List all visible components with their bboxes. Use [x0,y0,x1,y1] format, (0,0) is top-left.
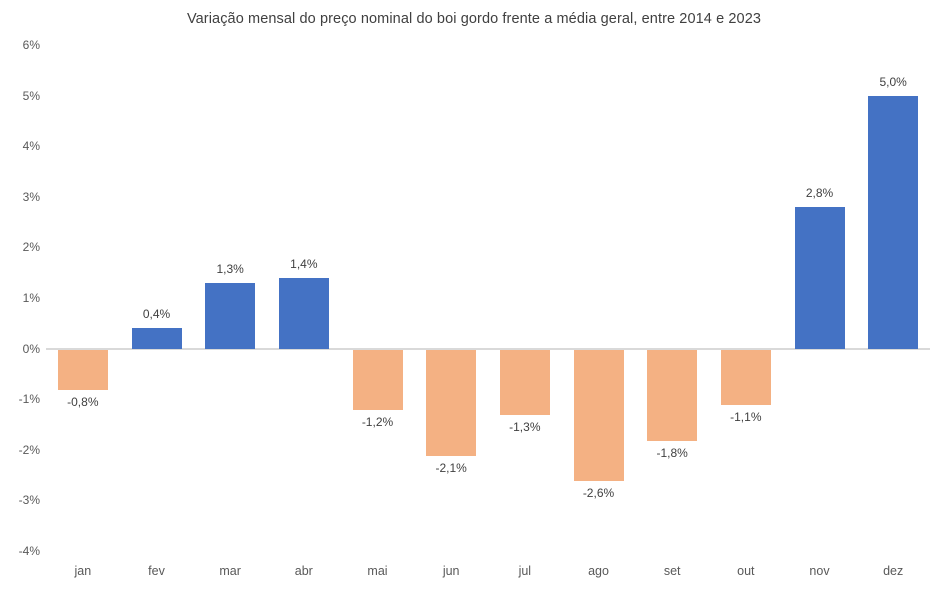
x-tick-label: out [737,564,755,578]
x-tick-label: fev [148,564,165,578]
bar [131,328,182,349]
x-tick-label: mai [367,564,388,578]
bar-value-label: 0,4% [142,307,171,322]
bar [57,349,108,391]
bar-value-label: -2,6% [582,486,615,501]
bar-value-label: -1,2% [361,415,394,430]
x-tick-label: dez [883,564,904,578]
y-tick-label: -3% [18,493,40,508]
bar-value-label: -1,1% [730,410,762,425]
bar [647,349,698,441]
x-tick-label: jul [518,564,532,578]
y-tick-label: -2% [18,442,40,457]
bar-value-label: 1,4% [290,256,318,271]
y-tick-label: -1% [18,392,40,407]
y-tick-label: 2% [22,240,40,255]
bar [205,282,256,349]
y-tick-label: 0% [22,341,40,356]
chart-title: Variação mensal do preço nominal do boi … [186,11,762,27]
bar-value-label: -2,1% [435,460,467,475]
x-tick-label: jan [74,564,92,578]
bar [573,349,624,482]
x-tick-label: mar [219,564,241,578]
bar [352,349,403,411]
bar-value-label: 5,0% [879,74,907,89]
bar [278,277,329,349]
x-tick-label: abr [294,564,313,578]
bar-value-label: -1,8% [656,445,688,460]
y-tick-label: 6% [22,38,40,52]
x-tick-label: ago [588,564,609,578]
bar [868,95,919,349]
zero-axis-line [46,347,930,350]
bar [426,349,477,456]
y-tick-label: -4% [18,544,40,558]
bar-value-label: 2,8% [805,185,834,200]
y-tick-label: 5% [22,88,40,103]
bar [720,349,771,406]
y-tick-label: 3% [22,189,40,204]
x-tick-label: set [663,564,681,578]
bar [794,206,845,349]
y-tick-label: 1% [22,291,40,305]
bar-value-label: 1,3% [216,261,244,276]
x-tick-label: jun [442,564,460,578]
bar-value-label: -1,3% [509,420,541,435]
y-tick-label: 4% [22,139,40,154]
bar-value-label: -0,8% [67,395,99,410]
bar [499,349,550,416]
x-tick-label: nov [809,564,830,578]
